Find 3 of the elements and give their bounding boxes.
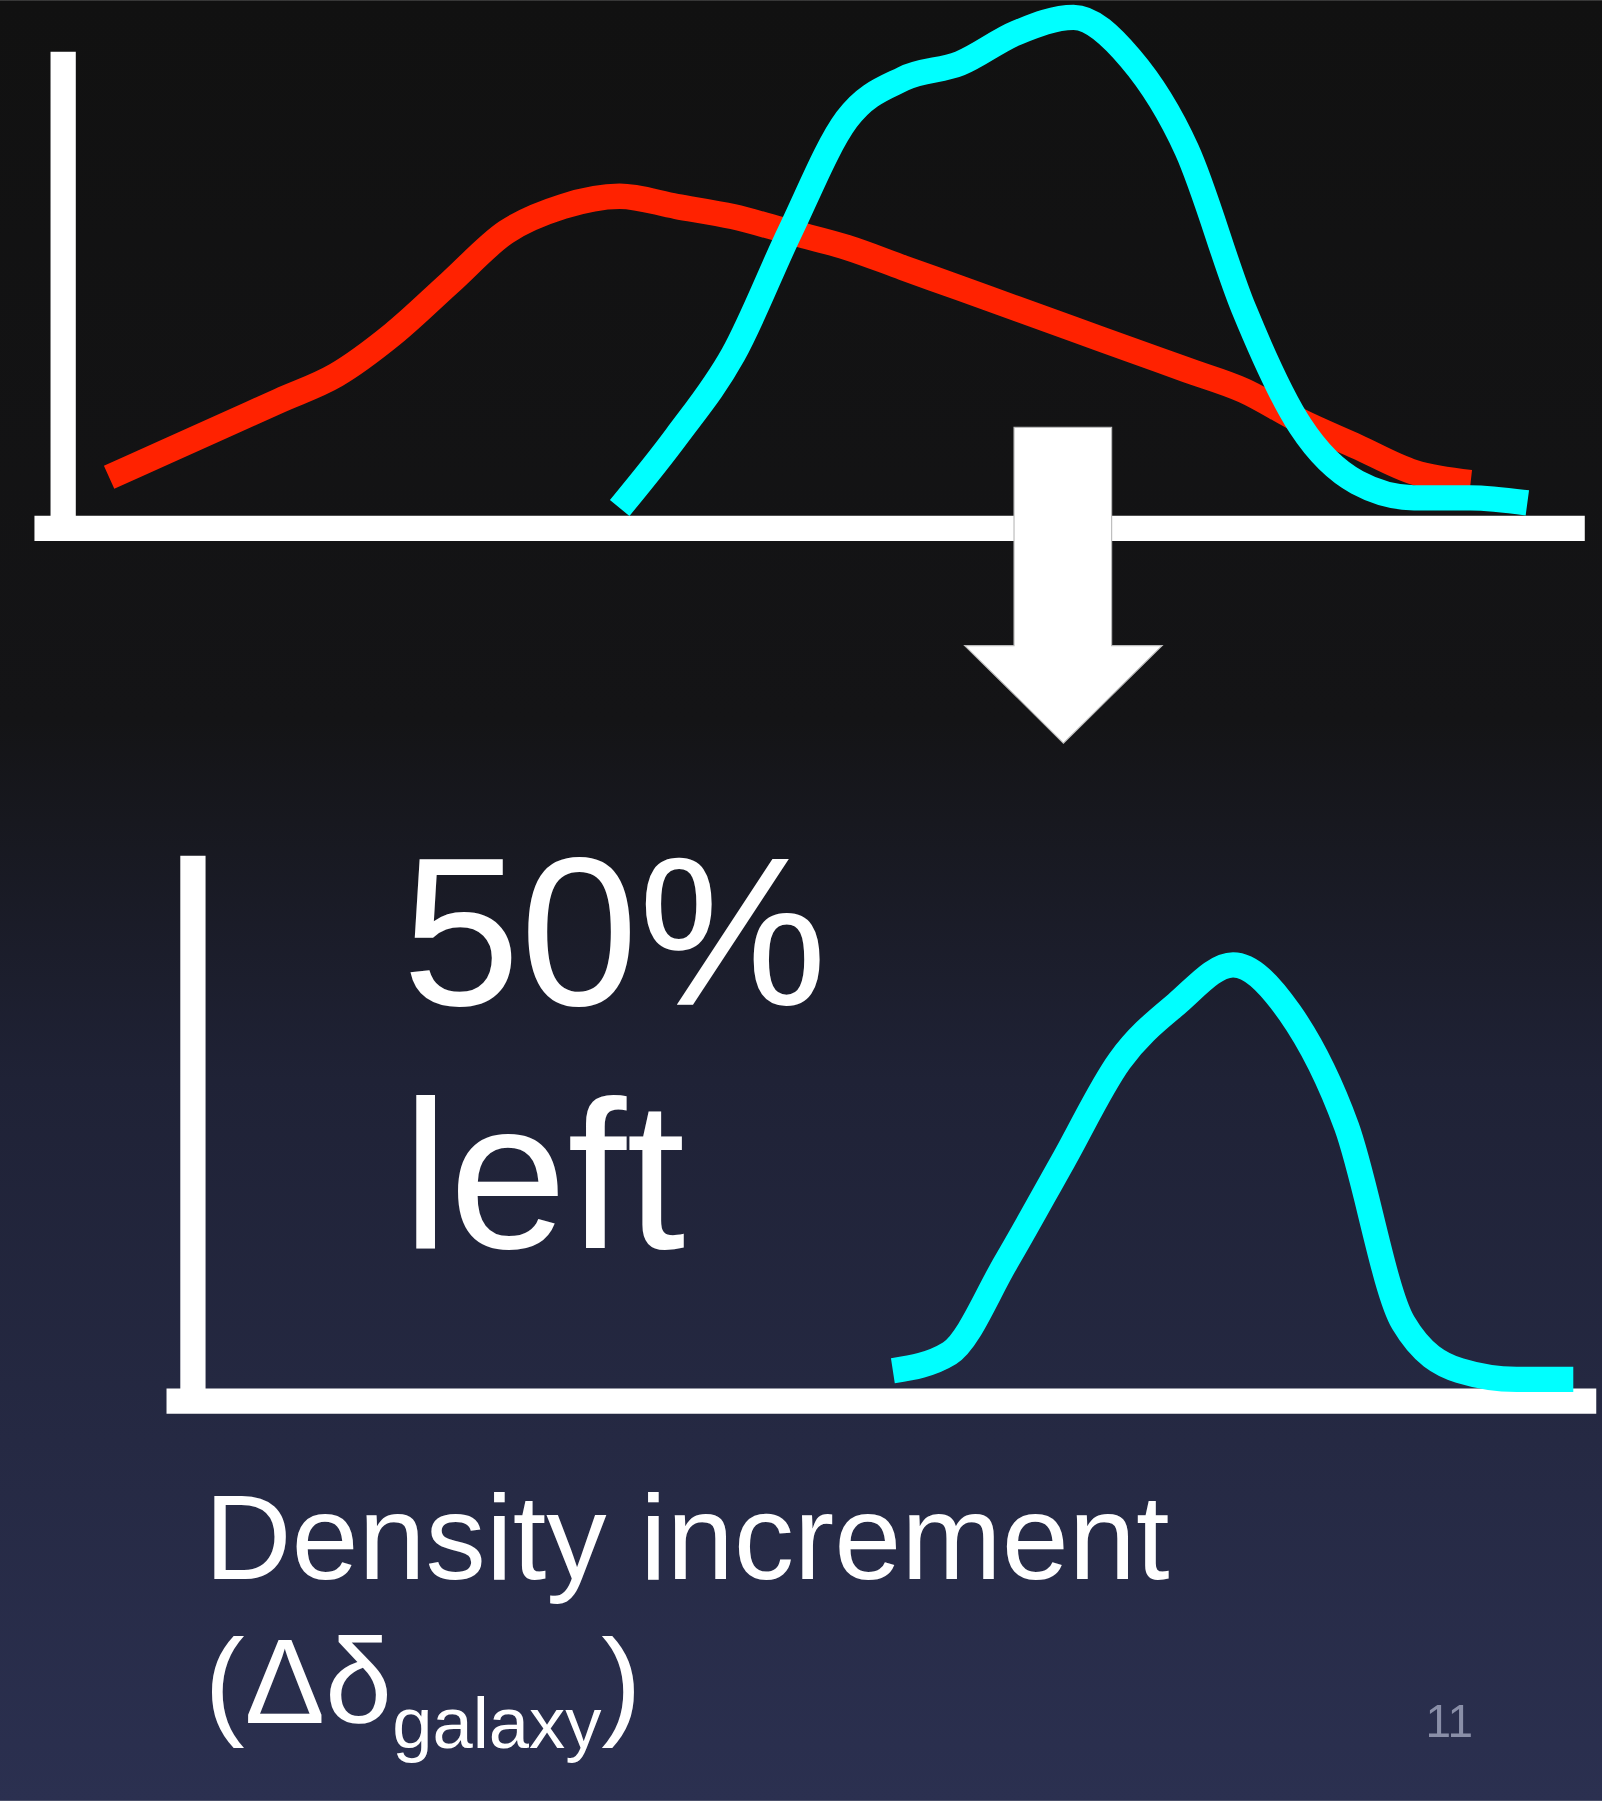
- x-axis-title: Density increment (Δδ$_{galaxy}$): [204, 1470, 1170, 1763]
- annotation: 50% left: [401, 813, 828, 1294]
- text: 11: [1425, 1694, 1474, 1747]
